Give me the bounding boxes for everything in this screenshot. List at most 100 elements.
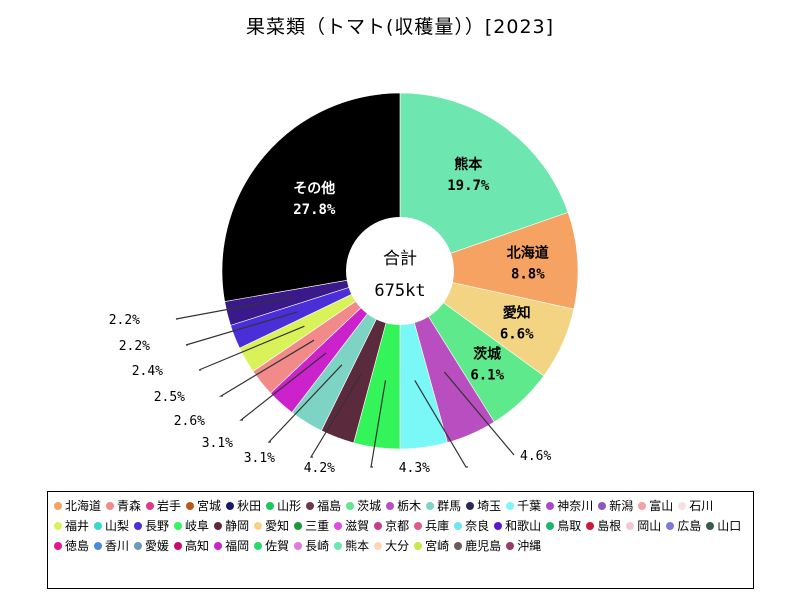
legend-label: 沖縄 [517, 539, 542, 553]
leader-lines [175, 296, 515, 468]
legend-color-dot [306, 502, 315, 510]
legend-color-dot [334, 542, 343, 550]
legend-item: 愛媛 [134, 536, 169, 556]
legend-item: 鹿児島 [454, 536, 501, 556]
legend-label: 岡山 [637, 519, 662, 533]
legend-item: 香川 [94, 536, 129, 556]
legend-color-dot [386, 502, 395, 510]
leader-line [175, 296, 293, 320]
legend-color-dot [454, 522, 463, 530]
legend-label: 愛媛 [145, 539, 170, 553]
legend-item: 愛知 [254, 516, 289, 536]
legend-item: 長崎 [294, 536, 329, 556]
slice-value-label: 6.6% [500, 327, 534, 343]
legend-label: 栃木 [397, 499, 422, 513]
legend-label: 埼玉 [477, 499, 502, 513]
legend-item: 広島 [666, 516, 701, 536]
legend-color-dot [374, 542, 383, 550]
legend-color-dot [226, 502, 235, 510]
center-value: 675kt [374, 281, 425, 301]
legend-color-dot [254, 542, 263, 550]
leader-line [443, 371, 515, 456]
legend-item: 茨城 [346, 496, 381, 516]
legend-color-dot [626, 522, 635, 530]
legend-color-dot [106, 502, 115, 510]
legend-label: 福島 [317, 499, 342, 513]
legend-color-dot [414, 542, 423, 550]
legend-item: 宮城 [186, 496, 221, 516]
legend-item: 山梨 [94, 516, 129, 536]
legend-label: 兵庫 [425, 519, 450, 533]
slice-labels: 熊本 19.7% 北海道 8.8% 愛知 6.6% 茨城 6.1% 4.6% 4.3% 4.2% 3.… [109, 156, 552, 476]
legend-color-dot [586, 522, 595, 530]
legend-item: 福島 [306, 496, 341, 516]
legend-item: 兵庫 [414, 516, 449, 536]
legend-color-dot [506, 542, 515, 550]
slice-name-label: 北海道 [507, 244, 549, 261]
legend-color-dot [54, 522, 62, 530]
legend-color-dot [414, 522, 423, 530]
legend-label: 北海道 [65, 499, 102, 513]
legend-item: 秋田 [226, 496, 261, 516]
legend-label: 千葉 [517, 499, 542, 513]
legend-label: 和歌山 [505, 519, 542, 533]
legend-color-dot [174, 542, 183, 550]
legend-label: 三重 [305, 519, 330, 533]
legend-item: 福井 [54, 516, 89, 536]
legend-label: 福岡 [225, 539, 250, 553]
legend-label: 長野 [145, 519, 170, 533]
slice-name-label: その他 [293, 180, 335, 197]
slice-name-label: 愛知 [503, 305, 531, 322]
legend-label: 秋田 [237, 499, 262, 513]
legend-label: 広島 [677, 519, 702, 533]
legend-color-dot [254, 522, 263, 530]
donut-hole [346, 217, 454, 325]
legend-item: 千葉 [506, 496, 541, 516]
legend-label: 静岡 [225, 519, 250, 533]
legend-color-dot [334, 522, 343, 530]
legend-label: 福井 [65, 519, 90, 533]
legend-color-dot [146, 502, 155, 510]
leader-line [239, 352, 327, 421]
legend-label: 大分 [385, 539, 410, 553]
slice-outside-label: 2.5% [154, 390, 185, 405]
legend-color-dot [546, 502, 555, 510]
pie-chart: 熊本 19.7% 北海道 8.8% 愛知 6.6% 茨城 6.1% 4.6% 4.3% 4.2% 3.… [109, 92, 579, 476]
legend-item: 鳥取 [546, 516, 581, 536]
slice-outside-label: 2.2% [119, 339, 150, 354]
legend-label: 愛知 [265, 519, 290, 533]
legend-label: 茨城 [357, 499, 382, 513]
legend-item: 三重 [294, 516, 329, 536]
legend-item: 新潟 [598, 496, 633, 516]
leader-line [267, 364, 343, 443]
legend-color-dot [466, 502, 475, 510]
legend-item: 山形 [266, 496, 301, 516]
legend-item: 滋賀 [334, 516, 369, 536]
legend-label: 群馬 [437, 499, 462, 513]
legend-color-dot [374, 522, 383, 530]
legend-item: 岐阜 [174, 516, 209, 536]
slice-outside-label: 3.1% [202, 436, 233, 451]
leader-line [198, 325, 305, 371]
legend-label: 香川 [105, 539, 130, 553]
legend-label: 宮崎 [425, 539, 450, 553]
legend-label: 高知 [185, 539, 210, 553]
legend-item: 神奈川 [546, 496, 593, 516]
legend-label: 山口 [717, 519, 742, 533]
legend-item: 石川 [678, 496, 713, 516]
slice-value-label: 27.8% [293, 202, 336, 218]
legend-color-dot [214, 542, 223, 550]
slice-outside-label: 2.2% [109, 313, 140, 328]
legend-item: 大分 [374, 536, 409, 556]
legend-label: 鳥取 [557, 519, 582, 533]
slice-value-label: 19.7% [447, 178, 490, 194]
legend-item: 栃木 [386, 496, 421, 516]
legend-color-dot [494, 522, 503, 530]
legend-item: 北海道 [54, 496, 101, 516]
slice-value-label: 8.8% [511, 266, 545, 282]
legend-label: 滋賀 [345, 519, 370, 533]
center-label: 合計 [383, 249, 417, 269]
legend-item: 岡山 [626, 516, 661, 536]
legend-color-dot [678, 502, 687, 510]
chart-title: 果菜類（トマト(収穫量））[2023] [245, 16, 555, 38]
